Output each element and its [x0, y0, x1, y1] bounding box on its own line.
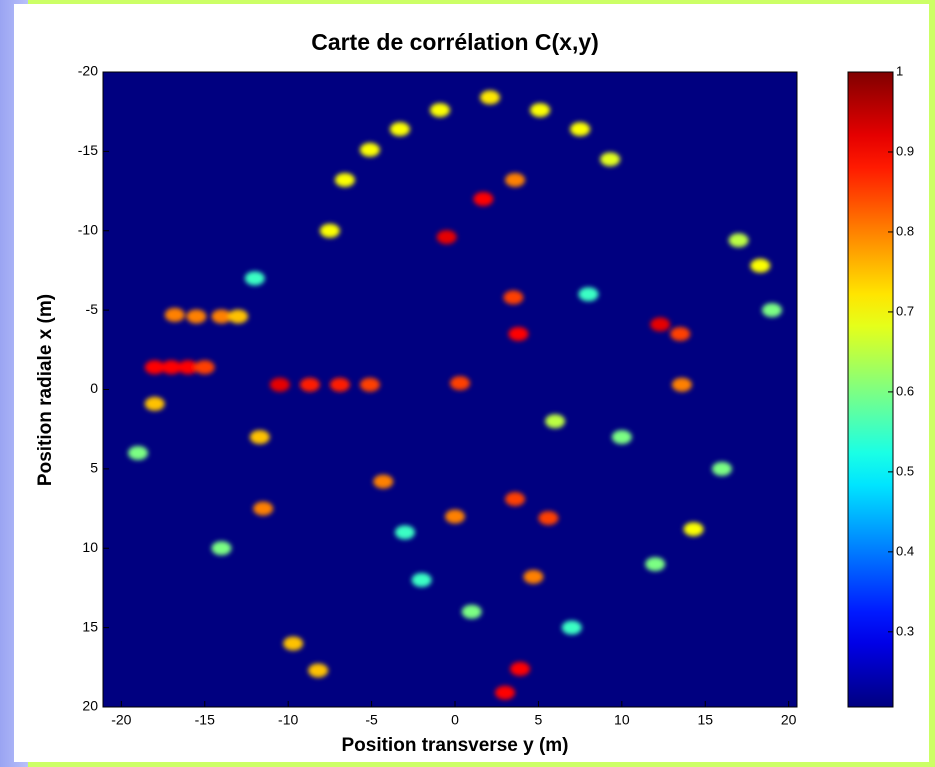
heat-spot: [670, 326, 691, 341]
heat-spot: [334, 172, 355, 187]
heat-spot: [128, 446, 149, 460]
heat-spot: [373, 474, 394, 489]
heat-spot: [211, 309, 232, 324]
x-tick-label: -10: [278, 712, 298, 728]
heat-spot: [308, 663, 329, 678]
y-tick-label: 20: [82, 698, 98, 714]
heat-spot: [178, 360, 199, 375]
heat-spot: [545, 414, 566, 429]
heat-spot: [578, 287, 599, 302]
heat-spot: [429, 103, 450, 118]
colorbar-tick-label: 0.9: [896, 143, 914, 158]
heat-spot: [761, 303, 782, 318]
heat-spot: [600, 152, 621, 167]
heat-spot: [711, 461, 732, 476]
colorbar-tick-label: 0.8: [896, 223, 914, 238]
heat-spot: [728, 233, 749, 248]
heat-spot: [283, 636, 304, 651]
heat-spot: [249, 430, 270, 445]
heat-spot: [319, 223, 340, 238]
heat-spot: [508, 326, 529, 341]
heat-spot: [194, 360, 215, 375]
y-tick-label: 10: [82, 539, 98, 555]
heat-spot: [445, 509, 466, 524]
colorbar: [847, 71, 894, 708]
colorbar-tick-label: 1: [896, 63, 903, 78]
heat-spot: [144, 396, 165, 411]
heat-spot: [411, 573, 432, 587]
x-tick-label: -20: [111, 712, 131, 728]
heat-spot: [505, 492, 526, 507]
heat-spot: [461, 604, 482, 619]
colorbar-tick-label: 0.4: [896, 543, 914, 558]
heat-spot: [450, 376, 471, 391]
heat-spot: [269, 377, 290, 392]
y-tick-label: -15: [78, 142, 98, 158]
y-tick-label: 0: [90, 380, 98, 396]
heat-spot: [228, 309, 249, 324]
y-tick-label: 15: [82, 618, 98, 634]
heat-spot: [211, 541, 232, 556]
y-tick-label: -10: [78, 221, 98, 237]
x-tick-label: 20: [781, 712, 797, 728]
heat-spot: [144, 360, 165, 375]
heat-spot: [436, 230, 457, 245]
x-tick-label: -15: [195, 712, 215, 728]
heat-spot: [389, 122, 410, 137]
chart-title: Carte de corrélation C(x,y): [311, 29, 599, 55]
colorbar-tick-label: 0.3: [896, 623, 914, 638]
colorbar-tick-label: 0.7: [896, 303, 914, 318]
heatmap-spots: [128, 90, 782, 700]
heat-spot: [505, 172, 526, 187]
x-tick-label: 15: [697, 712, 713, 728]
heat-spot: [359, 142, 380, 157]
heat-spot: [329, 377, 350, 392]
colorbar-tick-label: 0.6: [896, 383, 914, 398]
heat-spot: [671, 377, 692, 392]
heat-spot: [253, 501, 274, 516]
heat-spot: [530, 103, 551, 118]
heat-spot: [244, 271, 265, 286]
y-axis-label: Position radiale x (m): [35, 294, 56, 486]
heat-spot: [473, 192, 494, 206]
heat-spot: [683, 522, 704, 537]
y-tick-label: 5: [90, 460, 98, 476]
plot-area: [103, 72, 797, 707]
x-tick-label: -5: [365, 712, 378, 728]
heat-spot: [523, 569, 544, 584]
heat-spot: [394, 525, 415, 540]
heat-spot: [611, 430, 632, 445]
x-tick-label: 5: [535, 712, 543, 728]
heat-spot: [570, 122, 591, 137]
heat-spot: [161, 360, 182, 375]
heat-spot: [164, 307, 185, 322]
heat-spot: [299, 377, 320, 392]
heat-spot: [186, 309, 207, 324]
x-tick-label: 10: [614, 712, 630, 728]
heat-spot: [538, 511, 559, 526]
heat-spot: [510, 661, 531, 676]
colorbar-tick-label: 0.5: [896, 463, 914, 478]
heat-spot: [561, 620, 582, 635]
heat-spot: [650, 317, 671, 332]
y-tick-label: -5: [86, 301, 99, 317]
heat-spot: [503, 290, 524, 305]
heat-spot: [480, 90, 501, 105]
heat-spot: [645, 557, 666, 572]
y-tick-label: -20: [78, 63, 98, 79]
heat-spot: [359, 377, 380, 392]
x-axis-label: Position transverse y (m): [341, 735, 568, 756]
x-tick-label: 0: [451, 712, 459, 728]
heat-spot: [495, 685, 516, 700]
heat-spot: [750, 258, 771, 273]
